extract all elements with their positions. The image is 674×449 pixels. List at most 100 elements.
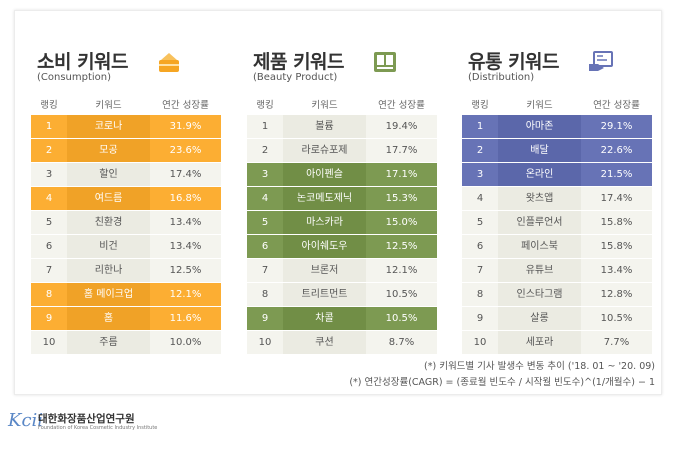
table-row: 8 인스타그램 12.8% (462, 283, 652, 306)
growth-cell: 15.8% (581, 211, 652, 234)
rank-cell: 10 (247, 331, 283, 354)
panel-title: 소비 키워드 (37, 51, 129, 73)
table-row: 7 브론저 12.1% (247, 259, 437, 282)
keyword-cell: 모공 (67, 139, 150, 162)
growth-cell: 13.4% (150, 211, 221, 234)
panel-title: 제품 키워드 (253, 51, 345, 73)
table-row: 1 볼륨 19.4% (247, 115, 437, 138)
rank-cell: 4 (462, 187, 498, 210)
header-keyword: 키워드 (526, 100, 553, 111)
rank-cell: 1 (462, 115, 498, 138)
table-row: 9 홈 11.6% (31, 307, 221, 330)
growth-cell: 17.4% (581, 187, 652, 210)
header-growth: 연간 성장률 (593, 100, 640, 111)
cake-icon (159, 53, 179, 72)
rank-cell: 3 (31, 163, 67, 186)
keyword-cell: 쿠션 (283, 331, 366, 354)
rank-cell: 10 (31, 331, 67, 354)
keyword-cell: 페이스북 (498, 235, 581, 258)
growth-cell: 15.3% (366, 187, 437, 210)
keyword-cell: 홈 (67, 307, 150, 330)
logo-mark: Kcii (8, 410, 44, 431)
growth-cell: 22.6% (581, 139, 652, 162)
rank-cell: 4 (31, 187, 67, 210)
header-growth: 연간 성장률 (378, 100, 425, 111)
growth-cell: 10.5% (366, 283, 437, 306)
table-row: 2 배달 22.6% (462, 139, 652, 162)
table-row: 4 여드름 16.8% (31, 187, 221, 210)
rank-cell: 3 (462, 163, 498, 186)
table-row: 5 친환경 13.4% (31, 211, 221, 234)
keyword-cell: 리한나 (67, 259, 150, 282)
rank-cell: 6 (462, 235, 498, 258)
logo-name-korean: 대한화장품산업연구원 (38, 413, 135, 425)
table-row: 3 할인 17.4% (31, 163, 221, 186)
keyword-cell: 배달 (498, 139, 581, 162)
keyword-cell: 아마존 (498, 115, 581, 138)
growth-cell: 10.5% (581, 307, 652, 330)
growth-cell: 7.7% (581, 331, 652, 354)
keyword-cell: 트리트먼트 (283, 283, 366, 306)
panel-subtitle: (Beauty Product) (253, 72, 338, 83)
keyword-cell: 차콜 (283, 307, 366, 330)
rank-cell: 8 (247, 283, 283, 306)
table-row: 4 왓츠앱 17.4% (462, 187, 652, 210)
table-row: 4 논코메도제닉 15.3% (247, 187, 437, 210)
table-row: 3 온라인 21.5% (462, 163, 652, 186)
footnote-cagr: (*) 연간성장률(CAGR) = (종료월 빈도수 / 시작월 빈도수)^(1… (349, 377, 655, 388)
table-row: 2 라로슈포제 17.7% (247, 139, 437, 162)
rank-cell: 5 (462, 211, 498, 234)
header-keyword: 키워드 (95, 100, 122, 111)
growth-cell: 31.9% (150, 115, 221, 138)
table-row: 1 아마존 29.1% (462, 115, 652, 138)
rank-cell: 8 (462, 283, 498, 306)
table-row: 7 리한나 12.5% (31, 259, 221, 282)
growth-cell: 17.4% (150, 163, 221, 186)
keyword-cell: 온라인 (498, 163, 581, 186)
keyword-cell: 친환경 (67, 211, 150, 234)
table-row: 6 페이스북 15.8% (462, 235, 652, 258)
rank-cell: 6 (247, 235, 283, 258)
table-row: 8 트리트먼트 10.5% (247, 283, 437, 306)
keyword-cell: 왓츠앱 (498, 187, 581, 210)
keyword-cell: 할인 (67, 163, 150, 186)
growth-cell: 12.5% (366, 235, 437, 258)
rank-cell: 7 (247, 259, 283, 282)
rank-cell: 2 (31, 139, 67, 162)
rank-cell: 1 (247, 115, 283, 138)
keyword-cell: 논코메도제닉 (283, 187, 366, 210)
header-rank: 랭킹 (471, 100, 489, 111)
keyword-table: 1 볼륨 19.4% 2 라로슈포제 17.7% 3 아이펜슬 17.1% 4 논코메도제닉 15.3… (247, 115, 437, 355)
header-growth: 연간 성장률 (162, 100, 209, 111)
growth-cell: 19.4% (366, 115, 437, 138)
growth-cell: 29.1% (581, 115, 652, 138)
rank-cell: 8 (31, 283, 67, 306)
rank-cell: 2 (462, 139, 498, 162)
header-rank: 랭킹 (40, 100, 58, 111)
growth-cell: 10.5% (366, 307, 437, 330)
panel-title: 유통 키워드 (468, 51, 560, 73)
window-icon (374, 52, 396, 72)
growth-cell: 15.0% (366, 211, 437, 234)
rank-cell: 1 (31, 115, 67, 138)
growth-cell: 13.4% (150, 235, 221, 258)
rank-cell: 2 (247, 139, 283, 162)
rank-cell: 7 (31, 259, 67, 282)
panel-subtitle: (Distribution) (468, 72, 535, 83)
keyword-cell: 세포라 (498, 331, 581, 354)
rank-cell: 10 (462, 331, 498, 354)
keyword-cell: 브론저 (283, 259, 366, 282)
keyword-cell: 비건 (67, 235, 150, 258)
logo-name-english: Foundation of Korea Cosmetic Industry In… (38, 425, 158, 431)
table-row: 10 주름 10.0% (31, 331, 221, 354)
kcii-logo: Kcii 대한화장품산업연구원 Foundation of Korea Cosm… (8, 408, 208, 436)
keyword-cell: 주름 (67, 331, 150, 354)
table-row: 6 비건 13.4% (31, 235, 221, 258)
keyword-cell: 라로슈포제 (283, 139, 366, 162)
table-row: 9 살롱 10.5% (462, 307, 652, 330)
rank-cell: 6 (31, 235, 67, 258)
table-row: 1 코로나 31.9% (31, 115, 221, 138)
table-row: 5 마스카라 15.0% (247, 211, 437, 234)
table-row: 2 모공 23.6% (31, 139, 221, 162)
table-row: 9 차콜 10.5% (247, 307, 437, 330)
